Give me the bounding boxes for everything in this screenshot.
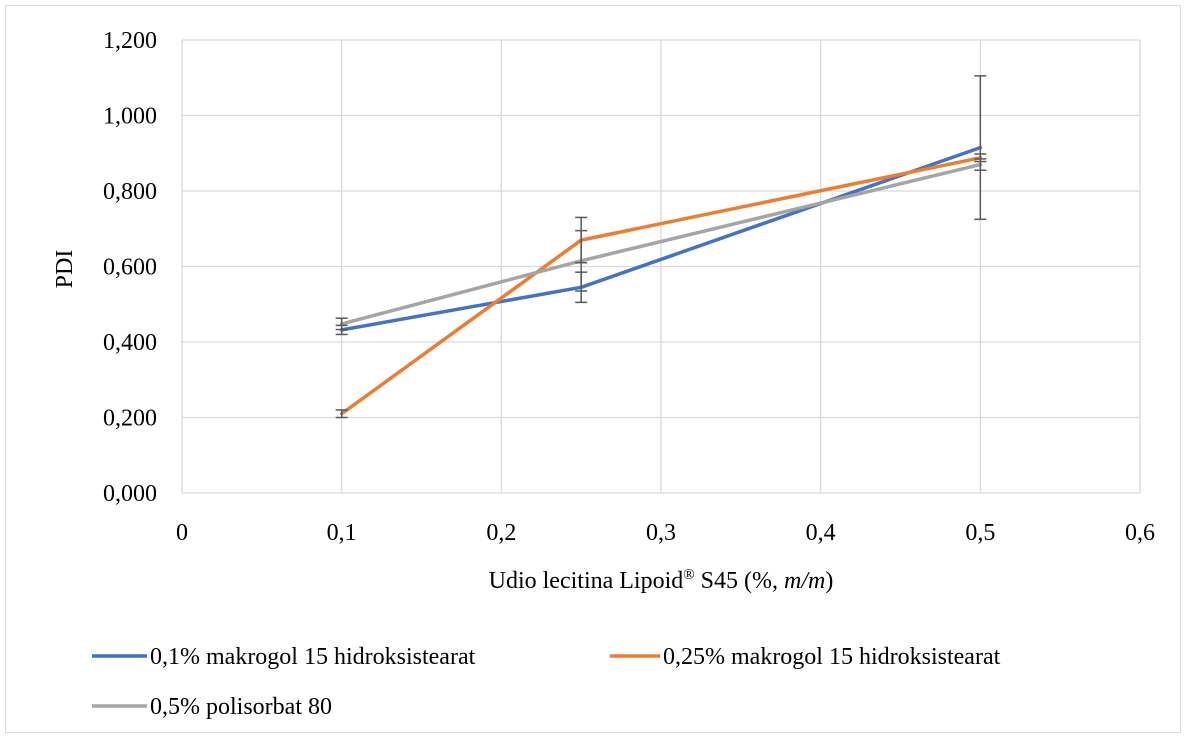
legend-item-2: 0,5% polisorbat 80 <box>92 694 332 720</box>
x-tick-label: 0,3 <box>646 520 676 546</box>
x-axis-title-end: ) <box>825 568 833 594</box>
x-tick-label: 0 <box>176 520 188 546</box>
y-tick-label: 0,000 <box>103 481 157 507</box>
legend: 0,1% makrogol 15 hidroksistearat 0,25% m… <box>92 644 1001 720</box>
x-tick-label: 0,1 <box>327 520 357 546</box>
series-group <box>335 75 987 419</box>
legend-label-0: 0,1% makrogol 15 hidroksistearat <box>150 644 476 670</box>
y-tick-label: 0,600 <box>103 255 157 281</box>
error-bar-2-1 <box>575 229 588 292</box>
y-tick-label: 1,200 <box>103 28 157 54</box>
y-axis-title: PDI <box>52 250 78 289</box>
legend-label-2: 0,5% polisorbat 80 <box>150 694 332 720</box>
chart-frame <box>5 5 1181 733</box>
x-tick-label: 0,6 <box>1125 520 1155 546</box>
y-tick-label: 0,200 <box>103 406 157 432</box>
y-tick-label: 0,400 <box>103 330 157 356</box>
x-tick-label: 0,2 <box>486 520 516 546</box>
y-tick-label: 0,800 <box>103 179 157 205</box>
axes <box>181 40 1140 494</box>
x-axis-title: Udio lecitina Lipoid® S45 (%, m/m) <box>489 567 834 594</box>
x-tick-label: 0,4 <box>806 520 836 546</box>
legend-item-1: 0,25% makrogol 15 hidroksistearat <box>610 644 1001 670</box>
x-axis-title-sup: ® <box>683 567 694 583</box>
error-bar-2-0 <box>335 317 348 331</box>
x-tick-label: 0,5 <box>965 520 995 546</box>
grid <box>182 39 1141 493</box>
x-axis-title-main: Udio lecitina Lipoid <box>489 568 684 594</box>
legend-item-0: 0,1% makrogol 15 hidroksistearat <box>92 644 476 670</box>
error-bar-1-0 <box>335 409 348 419</box>
error-bar-2-2 <box>974 158 987 171</box>
legend-label-1: 0,25% makrogol 15 hidroksistearat <box>663 644 1001 670</box>
x-axis-title-suffix: S45 (%, <box>695 568 784 594</box>
y-tick-label: 1,000 <box>103 104 157 130</box>
x-axis-title-unit: m/m <box>784 568 825 594</box>
error-bar-0-2 <box>974 75 987 221</box>
tick-labels: 0,000 0,200 0,400 0,600 0,800 1,000 1,200 0 0,1 0… <box>103 28 1155 546</box>
